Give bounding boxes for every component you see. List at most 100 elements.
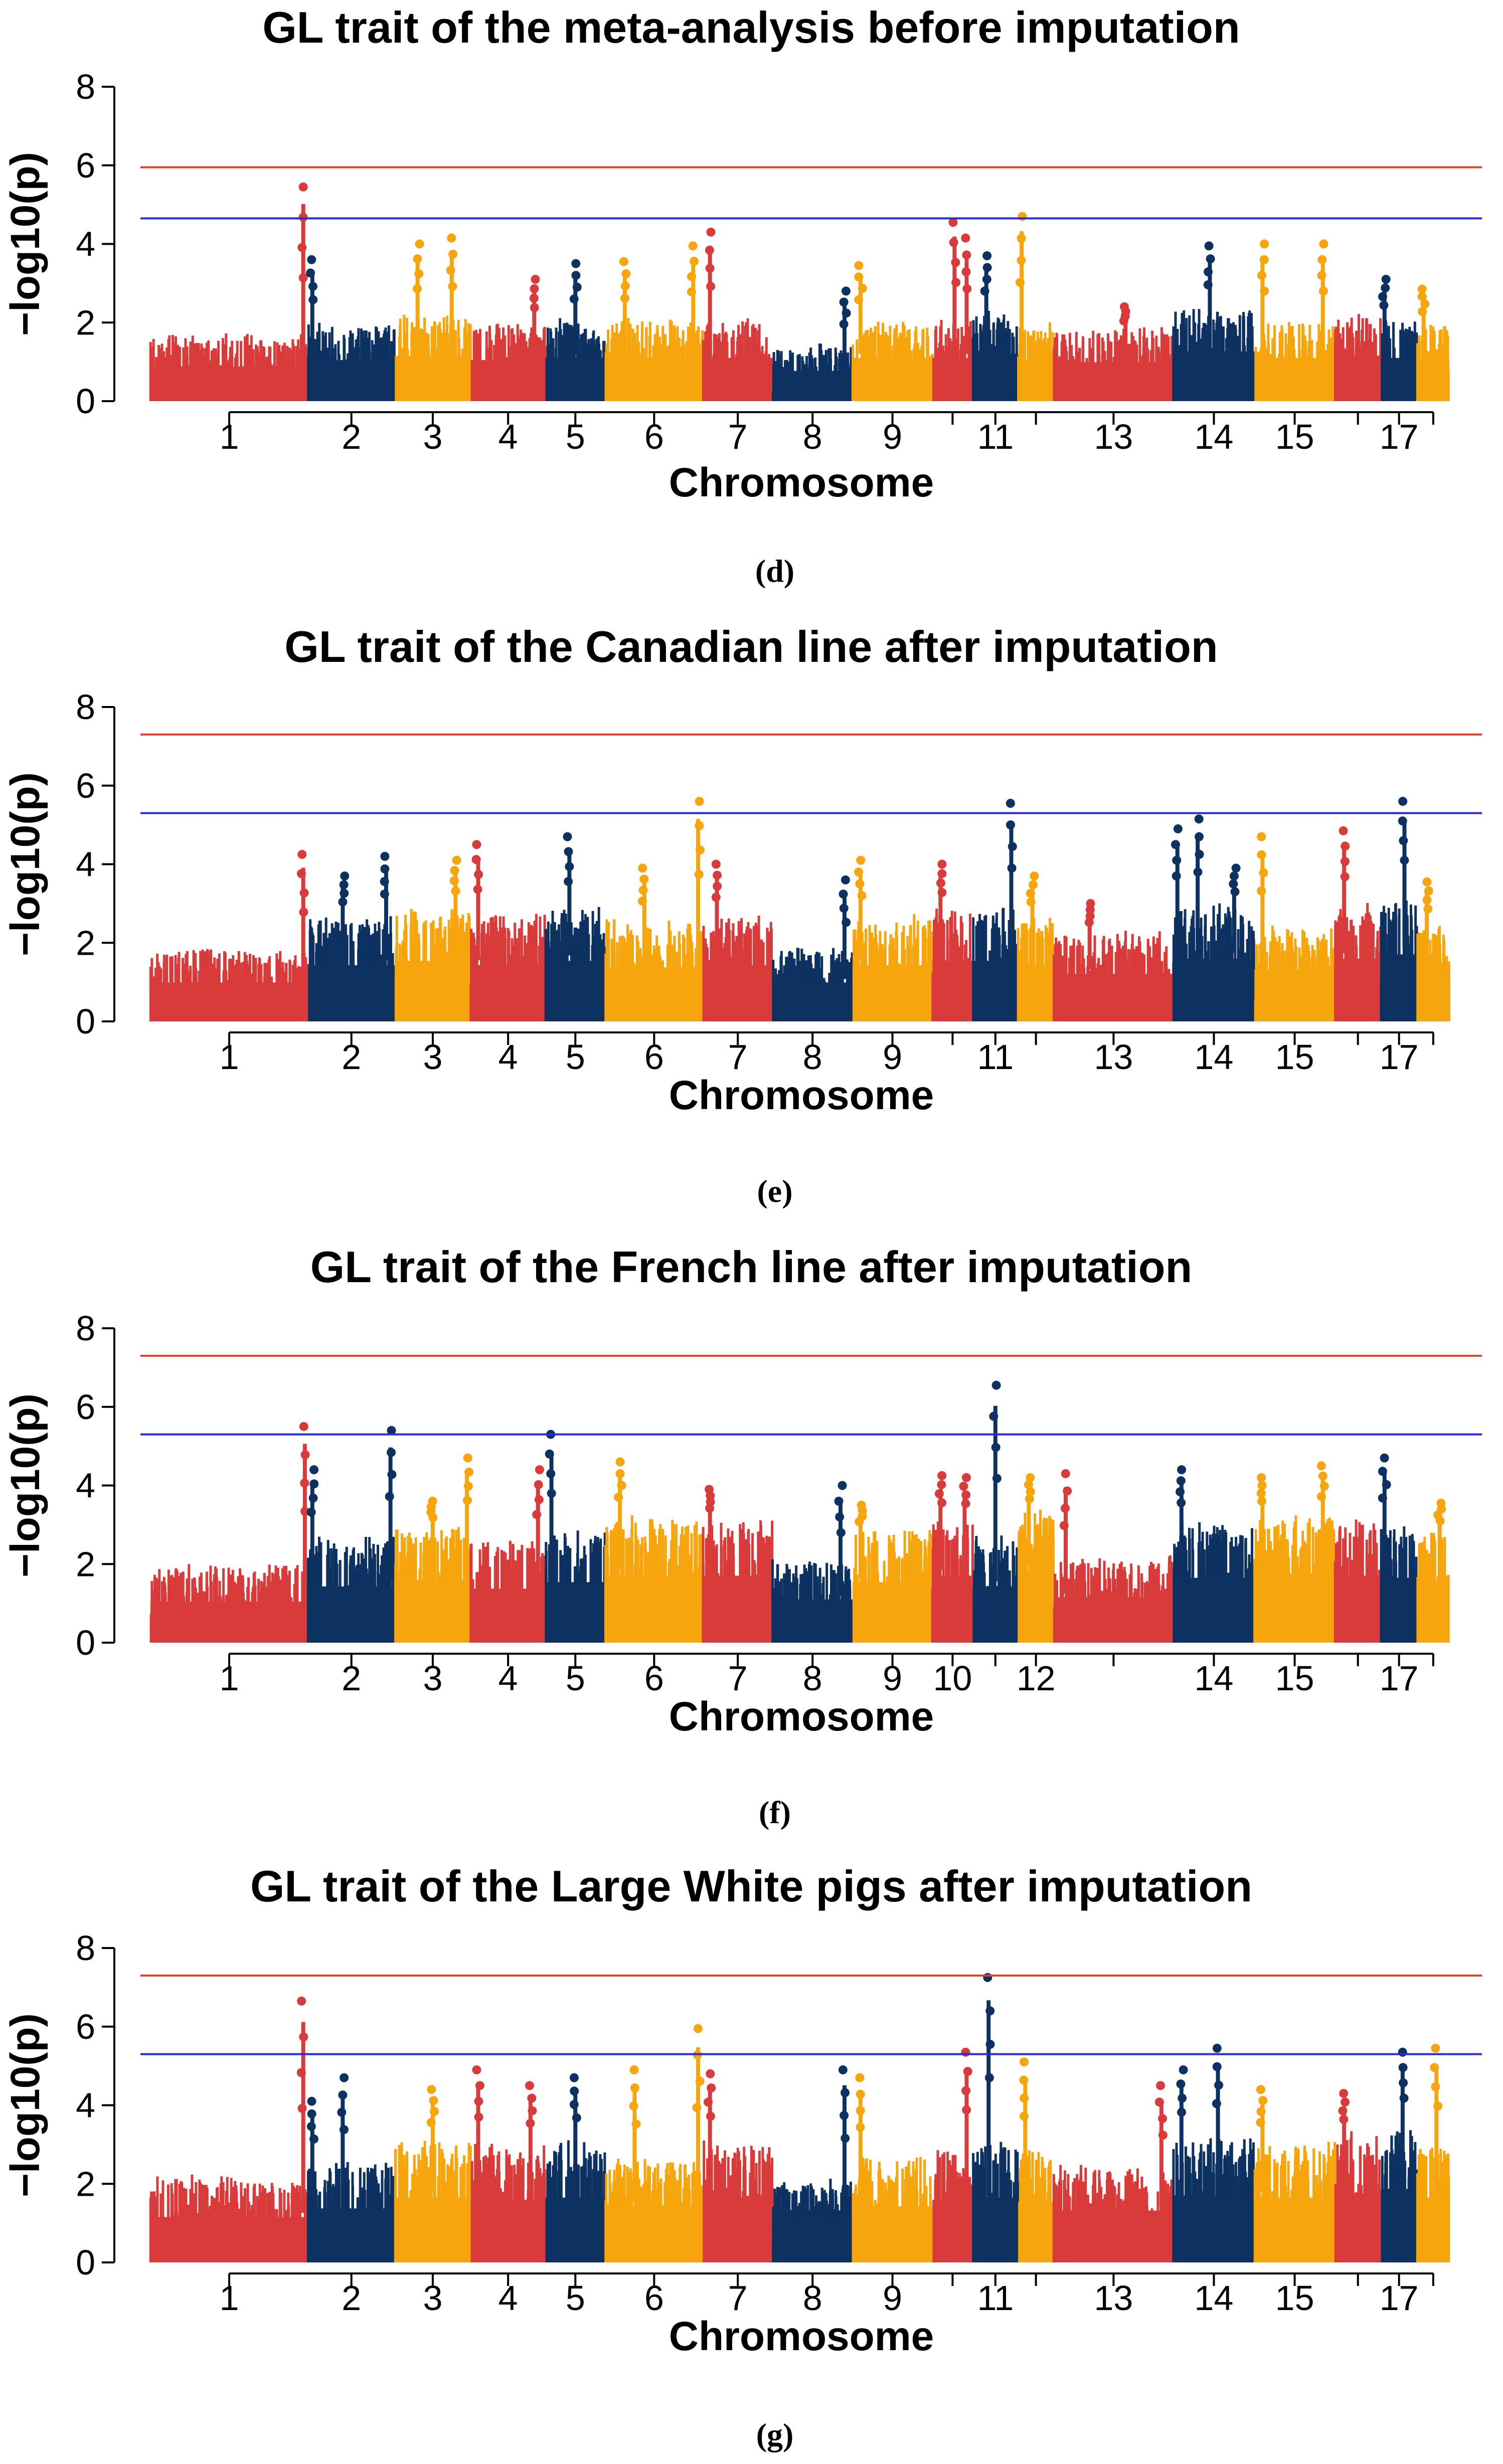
snp-point — [1260, 239, 1269, 249]
snp-point — [858, 284, 867, 293]
snp-point — [297, 243, 307, 252]
snp-point — [448, 249, 458, 259]
snp-point — [856, 855, 866, 865]
snp-point — [415, 239, 424, 249]
snp-point — [1006, 820, 1016, 830]
snp-point — [1204, 241, 1214, 251]
snp-point — [340, 889, 349, 898]
snp-point — [307, 255, 316, 264]
snp-point — [842, 308, 851, 318]
x-tick-label: 11 — [977, 417, 1014, 456]
x-axis-label: Chromosome — [669, 1073, 934, 1118]
x-tick-label: 8 — [803, 1037, 822, 1077]
snp-point — [694, 869, 704, 879]
snp-point — [620, 293, 629, 303]
x-tick-label: 14 — [1195, 417, 1234, 456]
snp-point — [1424, 886, 1433, 896]
snp-band — [1381, 358, 1417, 401]
snp-band — [703, 358, 773, 401]
snp-point — [1230, 887, 1240, 897]
snp-point — [706, 227, 716, 237]
snp-point — [298, 273, 308, 282]
x-tick-label: 17 — [1380, 417, 1419, 456]
snp-point — [1398, 816, 1407, 826]
snp-point — [980, 286, 989, 296]
snp-point — [472, 840, 481, 849]
snp-point — [688, 241, 698, 251]
snp-point — [638, 863, 647, 873]
snp-point — [447, 233, 456, 243]
snp-point — [1398, 797, 1408, 806]
snp-point — [1017, 234, 1026, 243]
snp-point — [1084, 918, 1094, 927]
data-points — [149, 797, 1451, 1021]
snp-point — [639, 874, 649, 884]
snp-point — [1017, 256, 1026, 265]
snp-band — [605, 967, 703, 1021]
snp-point — [564, 847, 573, 856]
snp-point — [841, 286, 851, 296]
snp-point — [1418, 307, 1427, 316]
snp-band — [395, 961, 471, 1021]
snp-point — [446, 266, 455, 275]
snp-point — [620, 281, 630, 291]
snp-point — [637, 897, 647, 906]
snp-band — [1173, 958, 1255, 1021]
snp-point — [687, 272, 696, 281]
x-tick-label: 5 — [566, 1037, 585, 1077]
snp-point — [1119, 316, 1128, 326]
y-tick-label: 8 — [76, 1309, 95, 1348]
snp-point — [854, 272, 864, 282]
snp-point — [1378, 292, 1387, 301]
x-tick-label: 14 — [1195, 1037, 1234, 1077]
snp-point — [1259, 255, 1269, 264]
snp-point — [937, 859, 947, 869]
snp-point — [1257, 832, 1266, 841]
snp-point — [1340, 872, 1350, 882]
snp-band — [470, 360, 546, 401]
snp-point — [1194, 814, 1204, 824]
x-tick-label: 3 — [423, 417, 442, 456]
snp-band — [308, 1586, 395, 1643]
snp-band — [150, 367, 308, 401]
chart-title: GL trait of the French line after imputa… — [310, 1242, 1193, 1292]
snp-point — [951, 278, 961, 287]
x-tick-label: 9 — [883, 417, 902, 456]
snp-band — [772, 371, 853, 401]
y-tick-label: 6 — [76, 766, 95, 805]
snp-point — [1172, 871, 1181, 881]
snp-point — [1341, 841, 1350, 851]
snp-point — [450, 866, 459, 875]
x-tick-label: 15 — [1275, 417, 1314, 456]
snp-point — [565, 862, 574, 871]
snp-point — [1339, 826, 1348, 835]
snp-point — [1381, 275, 1391, 284]
snp-point — [687, 287, 696, 297]
snp-point — [449, 876, 459, 886]
snp-point — [1026, 897, 1036, 907]
chart-title: GL trait of the Canadian line after impu… — [284, 622, 1218, 671]
snp-point — [1257, 271, 1267, 280]
snp-point — [982, 275, 991, 284]
snp-point — [473, 885, 482, 894]
snp-point — [857, 891, 867, 901]
data-points — [149, 182, 1450, 401]
snp-point — [1379, 300, 1389, 310]
y-tick-label: 2 — [76, 1544, 95, 1583]
y-tick-label: 2 — [76, 923, 95, 962]
snp-point — [564, 876, 573, 886]
snp-point — [1259, 868, 1268, 877]
snp-point — [839, 319, 849, 329]
snp-point — [1420, 299, 1430, 309]
x-tick-label: 7 — [728, 417, 748, 456]
x-tick-label: 8 — [803, 417, 822, 456]
snp-point — [1171, 840, 1181, 849]
snp-band — [605, 358, 703, 401]
snp-point — [1026, 889, 1035, 898]
snp-point — [1204, 267, 1213, 277]
snp-point — [1257, 850, 1266, 859]
snp-point — [1008, 842, 1017, 851]
x-tick-label: 1 — [220, 1037, 239, 1077]
snp-band — [1054, 974, 1174, 1021]
y-tick-label: 0 — [76, 382, 95, 421]
